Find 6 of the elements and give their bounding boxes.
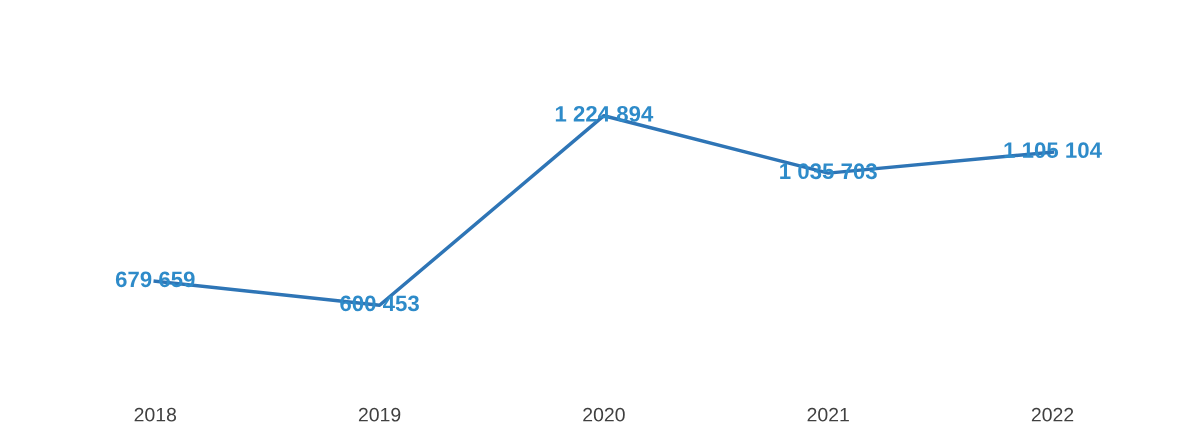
x-tick-label: 2018 bbox=[134, 407, 177, 422]
x-tick-label: 2021 bbox=[807, 407, 849, 422]
data-label: 1 224 894 bbox=[555, 105, 654, 122]
x-tick-label: 2019 bbox=[358, 407, 401, 422]
x-tick-label: 2022 bbox=[1031, 407, 1074, 422]
x-tick-label: 2020 bbox=[583, 407, 625, 422]
